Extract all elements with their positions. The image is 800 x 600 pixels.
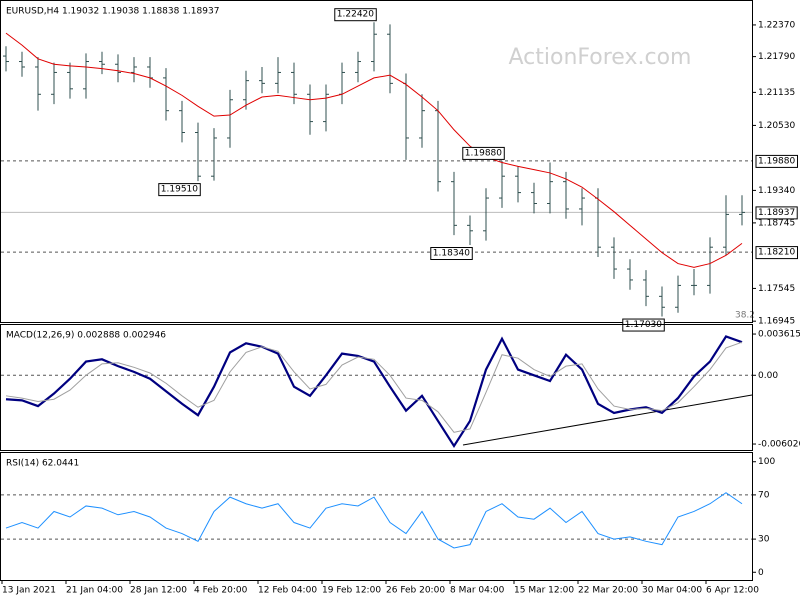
panel-title: EURUSD,H4 1.19032 1.19038 1.18838 1.1893… (6, 7, 219, 17)
x-tick-label: 4 Feb 20:00 (194, 586, 248, 596)
price-annotation: 1.22420 (337, 10, 374, 20)
level-label-box (755, 154, 798, 168)
watermark: ActionForex.com (509, 45, 692, 70)
series-line (5, 32, 743, 268)
x-tick-label: 21 Jan 04:00 (66, 586, 123, 596)
panel-title: RSI(14) 62.0441 (6, 459, 79, 469)
x-tick-label: 8 Mar 04:00 (450, 586, 505, 596)
y-tick-label: 0 (758, 568, 764, 578)
y-tick-label: 1.19340 (758, 186, 795, 196)
panel-frame (0, 452, 753, 581)
series-line (5, 492, 743, 549)
y-tick-label: 1.21135 (758, 88, 795, 98)
price-annotation: 1.17030 (625, 320, 662, 330)
panel-frame (0, 0, 753, 323)
y-tick-label: -0.006026 (758, 440, 800, 450)
y-tick-label: 1.22370 (758, 20, 795, 30)
y-tick-label: 1.21790 (758, 52, 795, 62)
trend-line (462, 394, 753, 446)
series-line (5, 341, 743, 433)
y-tick-label: 70 (758, 490, 770, 500)
price-annotation: 1.18340 (433, 249, 470, 259)
y-tick-label: 0.00 (758, 371, 778, 381)
x-tick-label: 26 Feb 20:00 (386, 586, 445, 596)
x-tick-label: 30 Mar 04:00 (642, 586, 702, 596)
y-tick-label: 1.16945 (758, 317, 795, 327)
level-label-box (755, 206, 798, 220)
level-label: 1.19880 (758, 156, 795, 166)
price-annotation-box (430, 247, 473, 261)
y-tick-label: 1.18745 (758, 218, 795, 228)
x-tick-label: 19 Feb 12:00 (322, 586, 381, 596)
x-tick-label: 22 Mar 20:00 (578, 586, 638, 596)
level-label-box (755, 246, 798, 260)
level-label: 1.18210 (758, 248, 795, 258)
price-annotation-box (462, 146, 505, 160)
y-tick-label: 30 (758, 535, 770, 545)
x-tick-label: 6 Apr 12:00 (706, 586, 759, 596)
x-tick-label: 12 Feb 04:00 (258, 586, 317, 596)
price-annotation-box (334, 8, 377, 22)
x-tick-label: 13 Jan 2021 (2, 586, 56, 596)
price-annotation: 1.19880 (465, 148, 502, 158)
price-annotation-box (622, 318, 665, 332)
level-label: 1.18937 (758, 208, 795, 218)
y-tick-label: 1.17545 (758, 284, 795, 294)
price-annotation: 1.19510 (161, 185, 198, 195)
fib-note: 38.2 (735, 311, 755, 321)
panel-title: MACD(12,26,9) 0.002888 0.002946 (6, 331, 166, 341)
y-tick-label: 100 (758, 457, 775, 467)
x-tick-label: 15 Mar 12:00 (514, 586, 574, 596)
price-annotation-box (158, 183, 201, 197)
series-line (5, 335, 743, 449)
y-tick-label: 0.003615 (758, 330, 800, 340)
x-tick-label: 28 Jan 12:00 (130, 586, 187, 596)
y-tick-label: 1.20530 (758, 121, 795, 131)
panel-frame (0, 324, 753, 451)
